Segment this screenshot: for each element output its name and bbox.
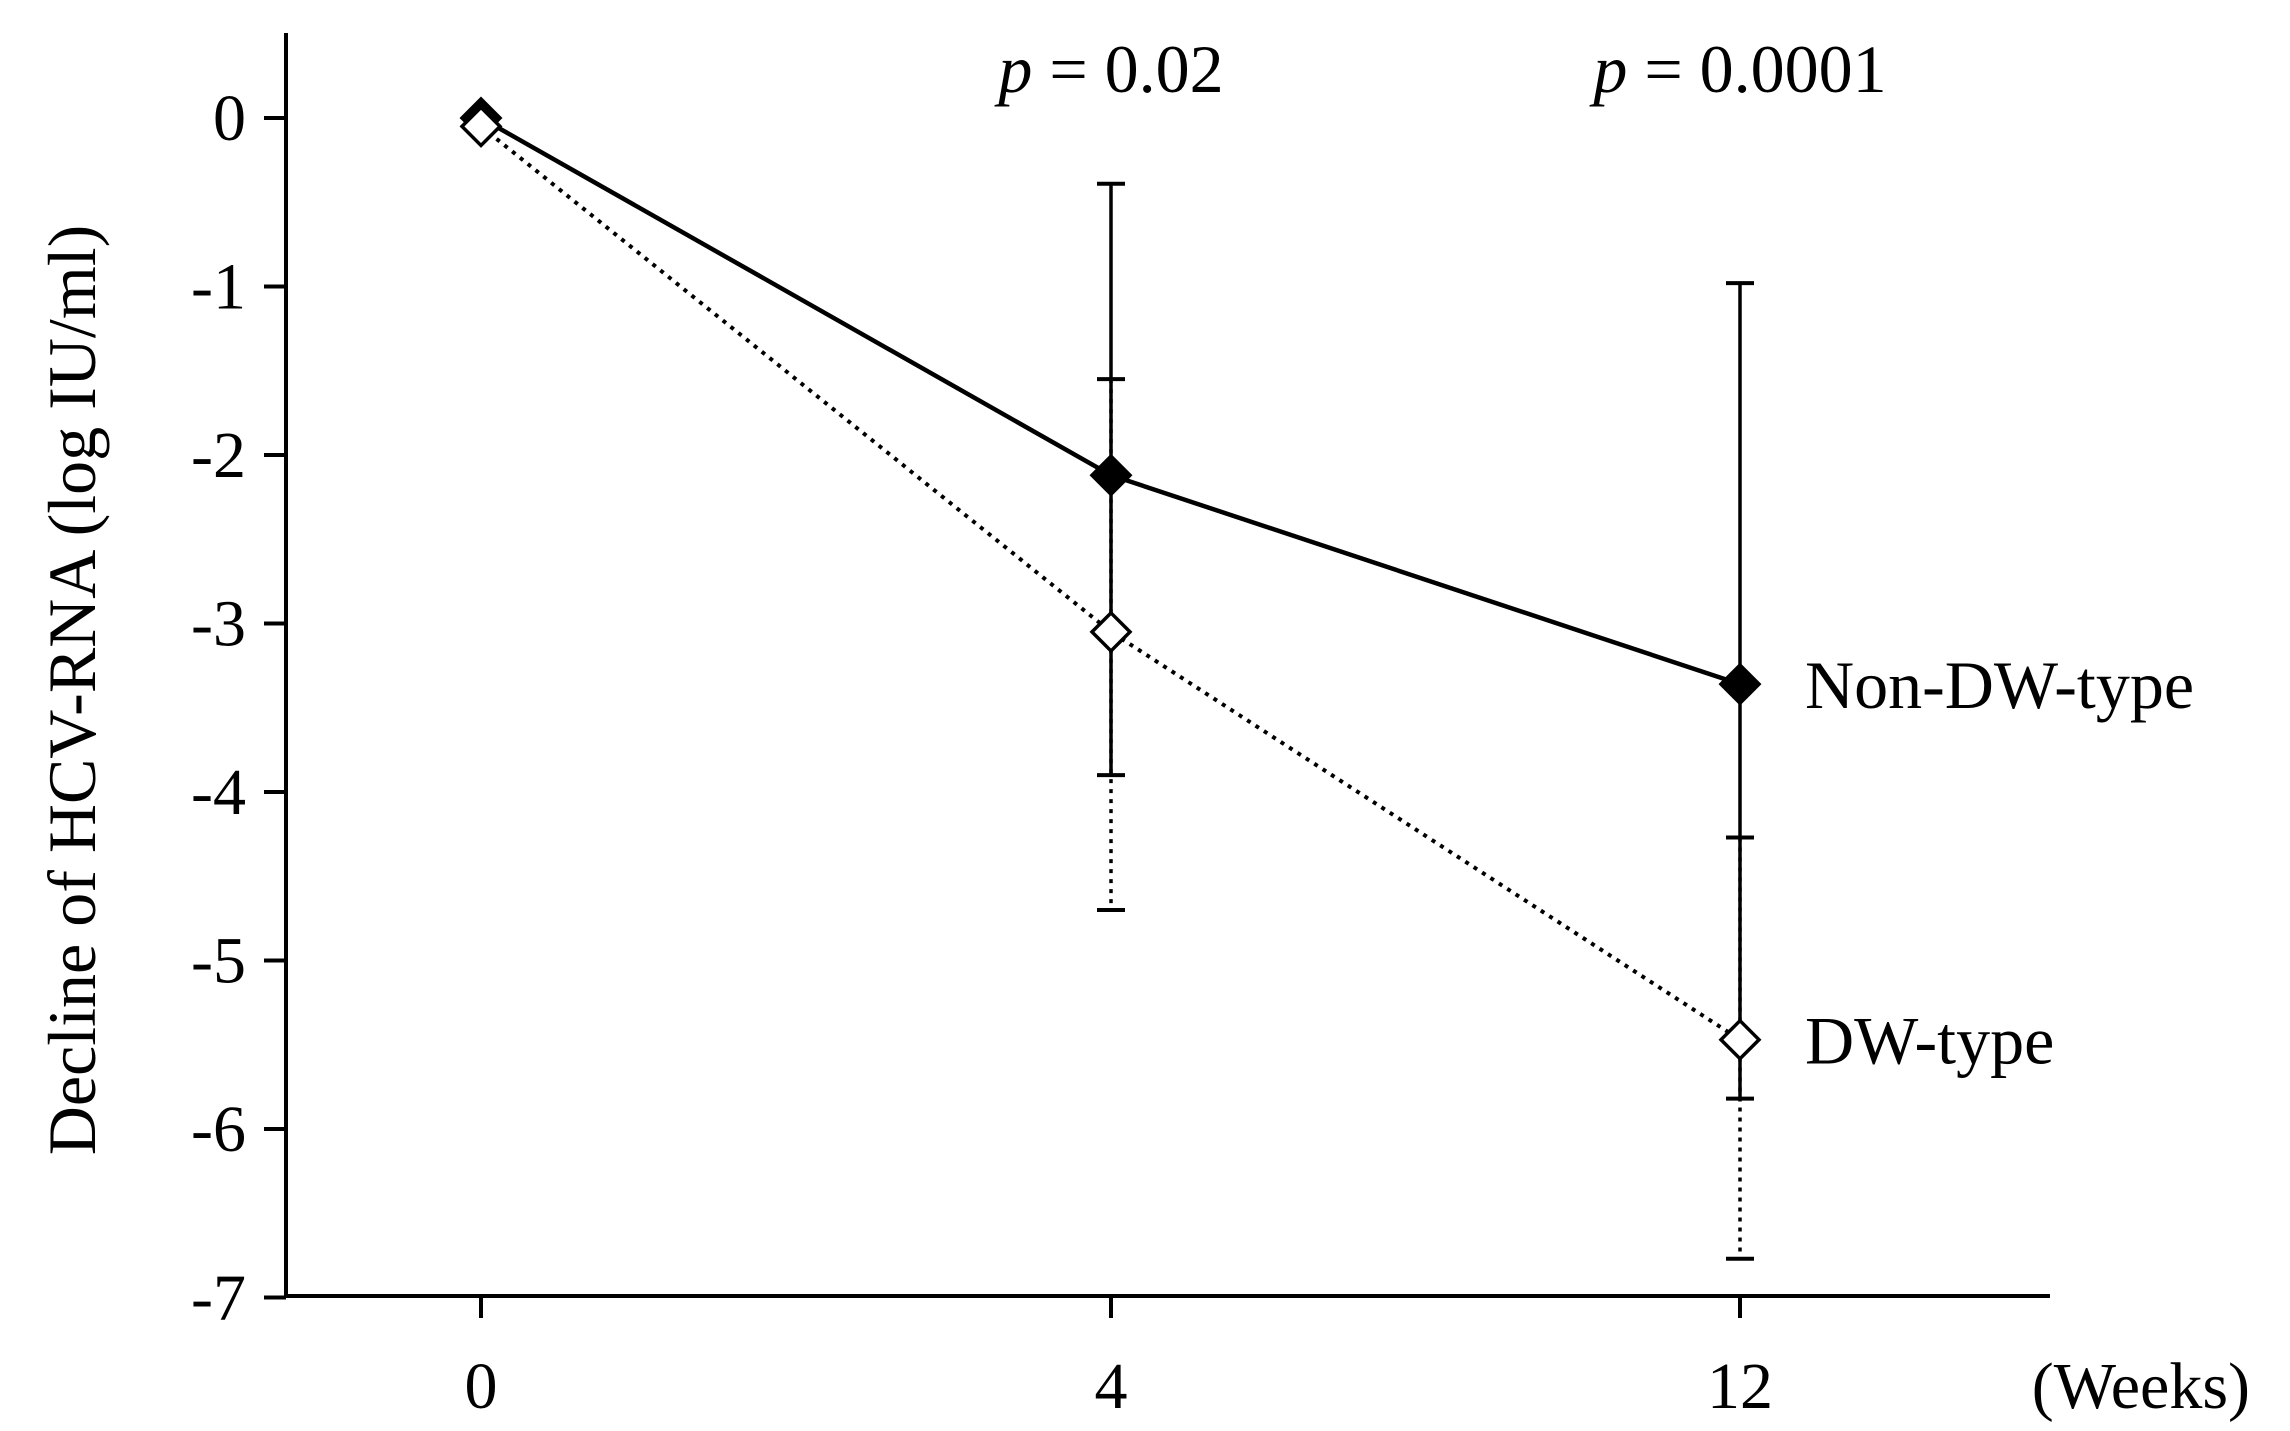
data-point-dw-type	[1718, 1018, 1762, 1062]
axes	[264, 33, 2050, 1318]
x-tick-label: 4	[1095, 1350, 1128, 1423]
x-tick-label: 12	[1707, 1350, 1773, 1423]
y-tick-label: 0	[213, 82, 246, 155]
x-tick-label: 0	[465, 1350, 498, 1423]
data-point-dw-type	[459, 104, 503, 148]
y-tick-label: -7	[191, 1262, 246, 1335]
y-tick-label: -3	[191, 588, 246, 661]
series-label-non-dw-type: Non-DW-type	[1805, 647, 2194, 723]
y-tick-label: -2	[191, 419, 246, 492]
text-labels: 0 -1 -2 -3 -4 -5 -6 -7 0 4 12 (Weeks) Decline of HCV…	[34, 31, 2250, 1423]
y-axis-title: Decline of HCV-RNA (log IU/ml)	[34, 225, 110, 1155]
y-tick-label: -6	[191, 1093, 246, 1166]
data-point-non-dw-type	[1089, 453, 1133, 497]
y-tick-label: -1	[191, 251, 246, 324]
y-tick-label: -4	[191, 756, 246, 829]
p-value-annotation: p = 0.02	[994, 31, 1223, 107]
y-tick-label: -5	[191, 925, 246, 998]
p-value-annotation: p = 0.0001	[1589, 31, 1886, 107]
data-point-dw-type	[1089, 610, 1133, 654]
x-unit-label: (Weeks)	[2032, 1350, 2250, 1423]
series-label-dw-type: DW-type	[1805, 1003, 2054, 1079]
series-markers	[459, 96, 1762, 1062]
error-bars	[1097, 181, 1754, 1261]
data-point-non-dw-type	[1718, 662, 1762, 706]
